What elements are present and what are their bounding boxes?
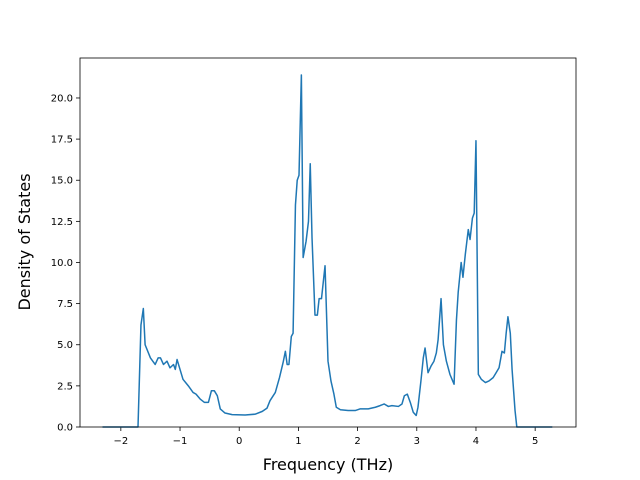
x-tick-label: 3: [414, 436, 420, 447]
y-tick-label: 7.5: [57, 299, 73, 310]
y-tick-label: 12.5: [51, 217, 73, 228]
x-axis-label: Frequency (THz): [263, 455, 393, 474]
y-axis-label: Density of States: [15, 173, 34, 310]
x-tick-label: 2: [354, 436, 360, 447]
x-tick-label: −2: [113, 436, 128, 447]
y-tick-label: 15.0: [51, 176, 73, 187]
x-tick-label: 4: [473, 436, 479, 447]
x-tick-label: 5: [532, 436, 538, 447]
y-tick-label: 5.0: [57, 340, 73, 351]
y-tick-label: 10.0: [51, 258, 73, 269]
x-tick-label: −1: [173, 436, 188, 447]
y-tick-label: 0.0: [57, 423, 73, 434]
y-tick-label: 20.0: [51, 93, 73, 104]
x-tick-label: 0: [236, 436, 242, 447]
y-tick-label: 2.5: [57, 381, 73, 392]
y-tick-label: 17.5: [51, 135, 73, 146]
x-tick-label: 1: [295, 436, 301, 447]
line: [102, 74, 553, 428]
axes-frame: [79, 57, 577, 428]
